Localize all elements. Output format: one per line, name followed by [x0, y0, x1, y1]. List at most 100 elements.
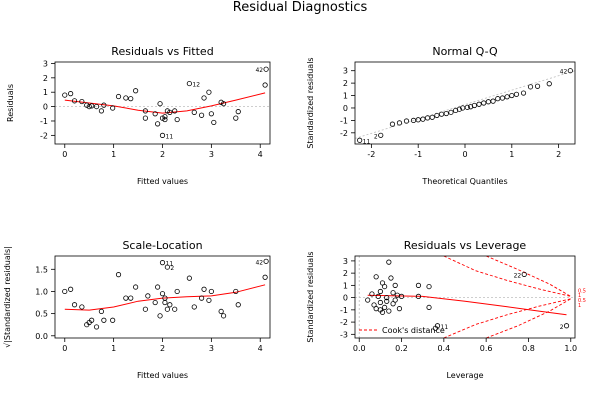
data-point [388, 275, 394, 281]
figure-title: Residual Diagnostics [233, 0, 368, 15]
plot-area [357, 68, 573, 143]
data-point [172, 108, 178, 114]
data-point [379, 309, 386, 315]
cook-level-label: 1 [578, 303, 581, 309]
x-tick-label: 0.2 [395, 344, 408, 353]
data-point [79, 304, 85, 310]
point-label: 11 [166, 261, 174, 268]
point-label: 22 [514, 272, 522, 279]
x-tick-label: 3 [209, 150, 214, 159]
x-axis-label: Fitted values [137, 371, 188, 380]
data-point [509, 92, 515, 99]
y-tick-label: -2 [40, 131, 48, 140]
data-point [262, 82, 268, 88]
x-tick-label: 0.0 [353, 344, 366, 353]
data-point [110, 105, 116, 111]
data-point [233, 288, 239, 295]
data-point [159, 260, 166, 266]
data-point [495, 96, 501, 102]
data-point [429, 114, 435, 120]
y-tick-label: 2 [343, 269, 348, 278]
data-point [220, 101, 227, 107]
data-point [396, 306, 403, 312]
point-label: 12 [192, 82, 200, 89]
data-point [62, 288, 68, 295]
data-point [527, 84, 534, 90]
x-tick-label: 3 [209, 344, 214, 353]
data-point [198, 112, 205, 118]
data-point [520, 90, 527, 96]
data-point [157, 313, 163, 319]
panel-rvl: Residuals vs Leverage222110.510.51Cook's… [306, 239, 586, 380]
data-point [86, 103, 92, 110]
data-point [378, 132, 384, 138]
data-point [128, 295, 134, 301]
data-point [164, 264, 170, 270]
plot-area [62, 66, 269, 138]
plot-area [62, 258, 269, 330]
x-axis-label: Theoretical Quantiles [421, 177, 507, 186]
x-tick-label: 0.4 [437, 344, 450, 353]
data-point [71, 98, 78, 104]
data-point [262, 274, 268, 280]
y-axis-label: √|Standardized residuals| [3, 246, 12, 348]
data-point [162, 116, 168, 123]
x-tick-label: 0.6 [480, 344, 493, 353]
plot-frame [354, 255, 576, 339]
data-point [220, 313, 227, 319]
data-point [162, 114, 168, 120]
panel-title: Residuals vs Fitted [111, 45, 213, 58]
x-tick-label: 1.0 [564, 344, 577, 353]
y-tick-label: 1 [343, 92, 348, 101]
data-point [394, 292, 400, 298]
x-tick-label: -2 [367, 150, 375, 159]
data-point [164, 306, 170, 312]
data-point [162, 299, 168, 306]
y-tick-label: 2 [343, 79, 348, 88]
data-point [369, 291, 375, 297]
y-tick-label: 2 [43, 74, 48, 83]
data-point [373, 306, 379, 312]
data-point [263, 258, 269, 264]
data-point [186, 80, 192, 87]
data-point [426, 304, 432, 311]
y-tick-label: 1 [343, 281, 348, 290]
data-point [567, 68, 573, 74]
data-point [471, 102, 477, 109]
data-point [152, 299, 158, 306]
cook-level-label: 1 [578, 293, 581, 299]
cook-distance-contour [443, 256, 571, 297]
data-point [373, 274, 379, 280]
data-point [476, 101, 482, 107]
y-tick-label: 1.5 [35, 265, 48, 274]
data-point [386, 308, 392, 314]
y-tick-label: -1 [40, 117, 48, 126]
data-point [504, 94, 510, 100]
data-point [365, 297, 371, 303]
data-point [155, 121, 161, 127]
data-point [201, 95, 207, 101]
data-point [443, 110, 449, 117]
y-tick-label: 3 [343, 67, 348, 76]
x-tick-label: 0 [62, 344, 67, 353]
data-point [384, 298, 390, 304]
data-point [384, 295, 390, 301]
point-label: 42 [255, 259, 263, 266]
x-tick-label: 0.8 [522, 344, 535, 353]
cook-distance-contour [486, 298, 572, 338]
data-point [377, 299, 383, 306]
panel-title: Scale-Location [122, 239, 202, 252]
data-point [392, 282, 398, 288]
data-point [386, 259, 392, 265]
point-label: 11 [166, 133, 174, 140]
y-tick-label: 0.5 [35, 310, 48, 319]
x-tick-label: 4 [258, 150, 263, 159]
data-point [211, 119, 217, 126]
data-point [396, 120, 403, 126]
data-point [115, 93, 122, 100]
data-point [521, 271, 527, 277]
data-point [415, 282, 422, 288]
data-point [438, 111, 445, 117]
